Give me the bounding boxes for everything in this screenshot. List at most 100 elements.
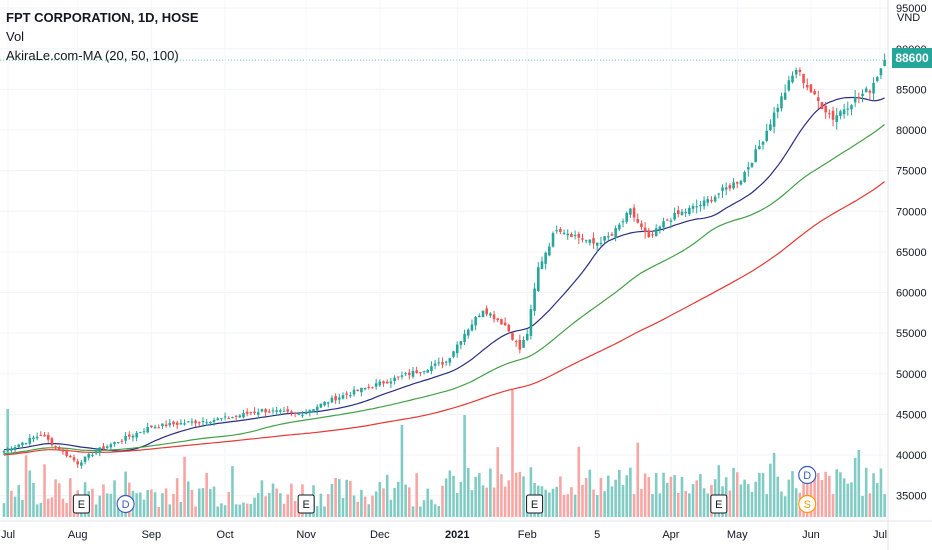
volume-bar <box>374 491 378 517</box>
volume-bar <box>194 506 197 517</box>
volume-bar <box>430 499 433 517</box>
volume-bar <box>529 467 533 517</box>
candle-body <box>146 427 149 433</box>
candle-body <box>220 418 223 420</box>
volume-bar <box>817 473 820 517</box>
candle-body <box>492 314 496 320</box>
y-tick-label: 45000 <box>896 409 927 421</box>
candle-body <box>680 211 684 215</box>
candle-body <box>573 234 577 236</box>
volume-bar <box>91 488 94 517</box>
volume-bar <box>245 503 249 517</box>
volume-bar <box>21 500 24 517</box>
candle-body <box>448 358 452 363</box>
x-tick-label: Feb <box>518 529 537 541</box>
volume-bar <box>629 467 632 517</box>
candle-body <box>839 111 842 117</box>
volume-bar <box>249 503 253 517</box>
candle-body <box>544 252 547 264</box>
candle-body <box>17 444 21 447</box>
volume-bar <box>478 473 481 517</box>
volume-bar <box>334 478 337 517</box>
candle-body <box>253 411 256 413</box>
candle-body <box>437 362 441 364</box>
candle-body <box>186 421 190 423</box>
volume-bar <box>139 492 142 517</box>
event-markers[interactable]: E D E E E D S <box>72 465 817 514</box>
volume-bar <box>253 497 256 517</box>
volume-bar <box>599 477 603 517</box>
candle-body <box>212 420 216 422</box>
candle-body <box>341 395 345 399</box>
price-axis[interactable]: 35000 40000 45000 50000 55000 60000 65000 70000… <box>887 0 927 550</box>
candle-body <box>842 109 846 115</box>
volume-bar <box>839 472 842 517</box>
candle-body <box>6 449 9 451</box>
candle-body <box>245 411 249 414</box>
volume-bar <box>153 492 157 517</box>
time-axis[interactable]: Jul Aug Sep Oct Nov Dec 2021 Feb 5 Apr May Jun Jul <box>0 520 932 541</box>
candle-body <box>802 73 805 84</box>
volume-bar <box>853 457 857 517</box>
candle-body <box>293 412 297 414</box>
candle-body <box>116 442 120 444</box>
volume-bar <box>10 490 13 517</box>
volume-bar <box>105 493 109 517</box>
y-tick-label: 65000 <box>896 247 927 259</box>
y-tick-label: 40000 <box>896 450 927 462</box>
x-tick-label: Nov <box>296 529 316 541</box>
candle-body <box>72 457 76 461</box>
candle-body <box>76 461 79 465</box>
volume-bar <box>205 473 208 517</box>
candle-body <box>256 412 260 415</box>
volume-bar <box>875 482 879 517</box>
volume-bar <box>404 484 407 517</box>
candle-body <box>813 90 816 95</box>
candle-body <box>61 450 65 452</box>
volume-bar <box>183 456 186 517</box>
candle-body <box>179 422 183 425</box>
indicator-label[interactable]: AkiraLe.com-MA (20, 50, 100) <box>6 48 179 63</box>
candle-body <box>735 182 739 184</box>
volume-bar <box>338 479 341 517</box>
candle-body <box>717 193 721 195</box>
candle-body <box>791 75 794 83</box>
volume-bar <box>769 463 772 517</box>
candle-body <box>201 421 205 423</box>
candle-body <box>54 445 57 447</box>
volume-bar <box>441 485 444 517</box>
volume-bar <box>861 495 864 517</box>
candle-body <box>724 187 728 190</box>
candle-body <box>864 88 868 93</box>
candle-body <box>651 234 654 236</box>
candle-body <box>216 418 219 421</box>
candle-body <box>599 242 603 244</box>
volume-bar <box>750 491 754 517</box>
ma-line-100 <box>3 181 885 456</box>
earnings-marker <box>526 494 544 514</box>
candle-body <box>271 410 275 412</box>
candle-body <box>91 454 94 456</box>
grid <box>0 0 888 520</box>
volume-bar <box>665 482 669 517</box>
candle-body <box>242 412 245 418</box>
candle-body <box>577 234 581 238</box>
volume-bar <box>400 425 404 517</box>
candle-body <box>260 409 264 412</box>
volume-bar <box>794 488 798 517</box>
volume-bar <box>411 506 415 517</box>
candle-body <box>875 77 879 81</box>
volume-label[interactable]: Vol <box>6 29 25 44</box>
candle-body <box>2 450 6 453</box>
volume-bar <box>879 468 883 517</box>
volume-bar <box>463 415 466 517</box>
volume-bar <box>857 449 861 517</box>
volume-bar <box>636 442 640 517</box>
candle-body <box>853 97 857 103</box>
candle-body <box>533 288 536 311</box>
chart-legend: FPT CORPORATION, 1D, HOSE Vol AkiraLe.co… <box>6 8 199 65</box>
volume-bar <box>850 482 853 517</box>
volume-bar <box>492 487 496 517</box>
candle-body <box>323 401 326 406</box>
